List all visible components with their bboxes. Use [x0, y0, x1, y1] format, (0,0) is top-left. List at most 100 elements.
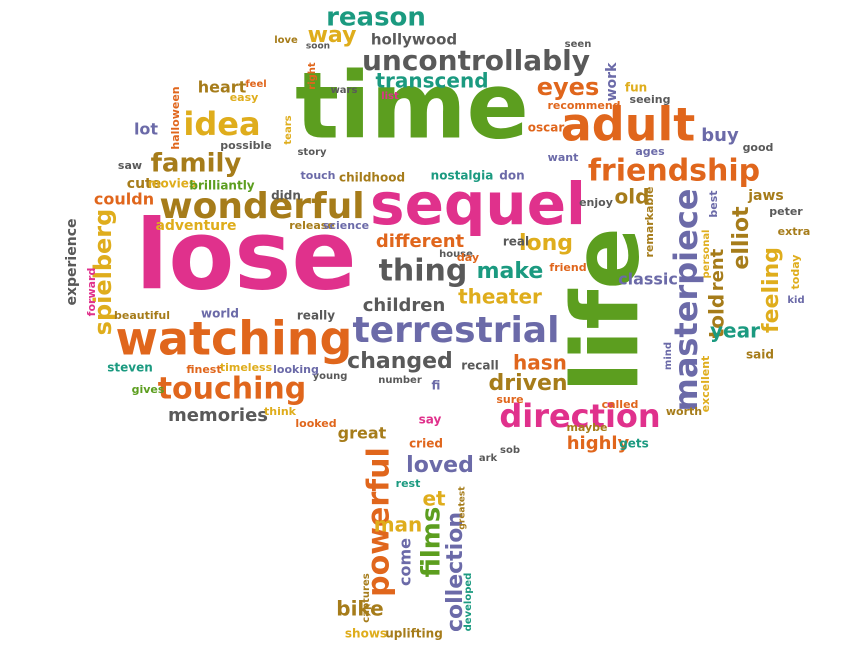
word-said: said — [746, 348, 774, 362]
word-eyes: eyes — [537, 73, 599, 101]
word-friendship: friendship — [588, 154, 760, 189]
word-work: work — [604, 62, 620, 101]
word-adventure: adventure — [155, 218, 236, 234]
word-buy: buy — [701, 125, 739, 146]
word-highly: highly — [567, 433, 630, 454]
word-children: children — [363, 295, 446, 316]
word-called: called — [602, 398, 639, 411]
word-greatest: greatest — [458, 486, 468, 530]
word-thing: thing — [379, 254, 468, 289]
word-developed: developed — [463, 573, 474, 632]
word-different: different — [376, 231, 465, 252]
word-touching: touching — [158, 372, 307, 407]
word-day: day — [457, 251, 479, 264]
word-want: want — [548, 151, 579, 164]
word-worth: worth — [666, 405, 702, 418]
word-cute: cute — [127, 176, 161, 192]
word-peter: peter — [769, 205, 803, 218]
word-maybe: maybe — [566, 421, 607, 434]
word-sequel: sequel — [370, 170, 586, 238]
word-uplifting: uplifting — [385, 627, 443, 641]
word-idea: idea — [183, 105, 260, 143]
word-collection: collection — [443, 512, 468, 632]
word-story: story — [297, 147, 327, 158]
word-direction: direction — [499, 397, 660, 435]
word-kid: kid — [787, 295, 804, 306]
word-young: young — [313, 371, 348, 382]
word-house: house — [439, 249, 473, 260]
word-timeless: timeless — [220, 361, 273, 374]
word-really: really — [297, 309, 335, 323]
word-wars: wars — [331, 85, 358, 96]
word-et: et — [422, 487, 446, 511]
word-remarkable: remarkable — [643, 186, 656, 257]
word-release: release — [289, 219, 335, 232]
word-time: time — [295, 52, 529, 159]
word-powerful: powerful — [362, 447, 397, 597]
word-family: family — [151, 149, 242, 179]
word-tears: tears — [283, 115, 294, 144]
word-good: good — [743, 141, 774, 154]
word-recommend: recommend — [547, 99, 620, 112]
word-finest: finest — [186, 363, 221, 376]
word-don: don — [499, 169, 524, 183]
word-elliot: elliot — [729, 206, 754, 270]
word-classic: classic — [618, 270, 678, 289]
word-spielberg: spielberg — [89, 209, 117, 336]
word-recall: recall — [461, 359, 499, 373]
word-changed: changed — [347, 349, 453, 374]
word-list: list — [381, 91, 399, 102]
word-transcend: transcend — [375, 69, 488, 93]
word-come: come — [396, 538, 415, 586]
word-great: great — [338, 424, 387, 443]
word-excellent: excellent — [699, 356, 712, 413]
word-sure: sure — [496, 393, 523, 406]
word-jaws: jaws — [747, 188, 784, 204]
word-lot: lot — [134, 120, 158, 139]
word-love: love — [274, 35, 298, 46]
word-mind: mind — [663, 342, 674, 370]
word-seeing: seeing — [630, 93, 671, 106]
word-year: year — [710, 319, 760, 343]
word-terrestrial: terrestrial — [353, 310, 560, 351]
word-feel: feel — [245, 79, 266, 90]
word-ages: ages — [635, 145, 665, 158]
word-friend: friend — [549, 261, 586, 274]
word-childhood: childhood — [339, 171, 405, 185]
word-memories: memories — [168, 405, 268, 426]
word-reason: reason — [326, 3, 426, 33]
word-didn: didn — [271, 189, 301, 203]
word-long: long — [519, 231, 573, 256]
word-gives: gives — [132, 383, 165, 396]
word-looked: looked — [295, 417, 336, 430]
word-gets: gets — [619, 437, 649, 451]
word-couldn: couldn — [94, 190, 154, 209]
word-fun: fun — [625, 81, 647, 95]
word-possible: possible — [220, 139, 271, 152]
word-think: think — [264, 405, 297, 418]
word-masterpiece: masterpiece — [667, 188, 705, 411]
word-sob: sob — [500, 445, 520, 456]
word-bike: bike — [336, 597, 384, 621]
word-hollywood: hollywood — [371, 31, 457, 49]
word-movies: movies — [148, 177, 196, 191]
word-shows: shows — [345, 627, 387, 641]
word-halloween: halloween — [169, 86, 182, 149]
word-uncontrollably: uncontrollably — [362, 44, 590, 77]
word-hasn: hasn — [513, 351, 567, 375]
word-way: way — [308, 23, 357, 48]
word-films: films — [417, 507, 447, 578]
word-saw: saw — [118, 159, 142, 172]
word-soon: soon — [306, 42, 330, 52]
word-man: man — [374, 513, 423, 537]
word-today: today — [789, 255, 802, 290]
word-enjoy: enjoy — [579, 196, 613, 209]
word-driven: driven — [488, 371, 567, 396]
word-cried: cried — [409, 437, 443, 451]
word-best: best — [707, 190, 720, 217]
word-looking: looking — [273, 363, 319, 376]
word-real: real — [503, 235, 529, 249]
word-lose: lose — [135, 199, 356, 311]
word-captures: captures — [361, 573, 372, 622]
